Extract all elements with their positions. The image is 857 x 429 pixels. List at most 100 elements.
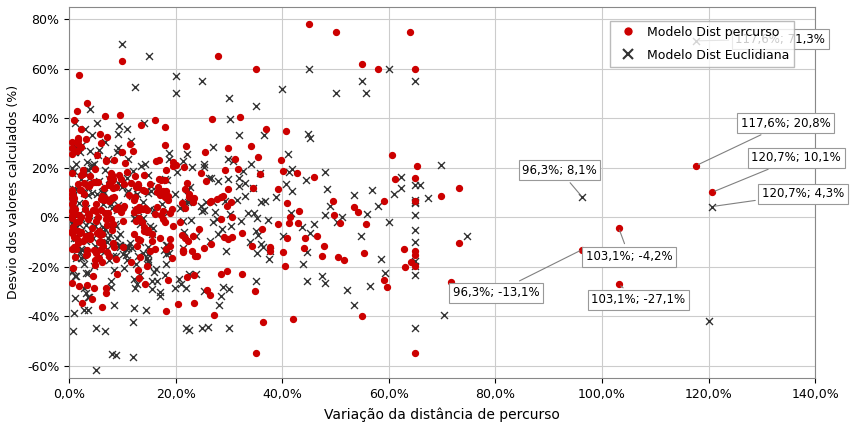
Modelo Dist Euclidiana bbox=[257, 132, 271, 139]
Modelo Dist percurso bbox=[65, 280, 79, 287]
Modelo Dist percurso bbox=[112, 172, 126, 178]
Modelo Dist percurso bbox=[310, 233, 324, 239]
Modelo Dist percurso bbox=[65, 201, 79, 208]
Modelo Dist Euclidiana bbox=[409, 272, 423, 279]
Modelo Dist percurso bbox=[79, 232, 93, 239]
Modelo Dist Euclidiana bbox=[138, 161, 152, 168]
Modelo Dist Euclidiana bbox=[168, 284, 182, 291]
Modelo Dist percurso bbox=[357, 249, 371, 256]
Modelo Dist percurso bbox=[188, 272, 201, 278]
Modelo Dist percurso bbox=[93, 227, 106, 234]
Modelo Dist Euclidiana bbox=[119, 246, 133, 253]
Modelo Dist percurso bbox=[452, 184, 465, 191]
Modelo Dist Euclidiana bbox=[87, 235, 100, 242]
Modelo Dist Euclidiana bbox=[117, 250, 130, 257]
Modelo Dist Euclidiana bbox=[328, 90, 342, 97]
Modelo Dist percurso bbox=[351, 208, 365, 215]
Modelo Dist Euclidiana bbox=[121, 189, 135, 196]
Modelo Dist Euclidiana bbox=[702, 317, 716, 324]
Modelo Dist Euclidiana bbox=[159, 260, 172, 267]
Modelo Dist percurso bbox=[67, 117, 81, 124]
Modelo Dist percurso bbox=[161, 193, 175, 199]
Modelo Dist Euclidiana bbox=[236, 167, 249, 174]
Modelo Dist percurso bbox=[356, 60, 369, 67]
Modelo Dist percurso bbox=[95, 303, 109, 310]
Modelo Dist Euclidiana bbox=[215, 225, 229, 232]
Text: 120,7%; 4,3%: 120,7%; 4,3% bbox=[715, 187, 844, 206]
Modelo Dist Euclidiana bbox=[144, 187, 158, 194]
Modelo Dist Euclidiana bbox=[105, 278, 118, 285]
Modelo Dist percurso bbox=[148, 116, 162, 123]
Modelo Dist percurso bbox=[116, 148, 129, 155]
Modelo Dist Euclidiana bbox=[84, 164, 98, 171]
Modelo Dist percurso bbox=[72, 72, 86, 79]
Modelo Dist Euclidiana bbox=[133, 272, 147, 279]
Modelo Dist Euclidiana bbox=[177, 217, 190, 224]
Modelo Dist percurso bbox=[225, 233, 239, 240]
Modelo Dist percurso bbox=[81, 211, 94, 218]
Modelo Dist percurso bbox=[228, 155, 242, 162]
Modelo Dist Euclidiana bbox=[238, 192, 252, 199]
Modelo Dist Euclidiana bbox=[347, 192, 361, 199]
Modelo Dist Euclidiana bbox=[79, 204, 93, 211]
Modelo Dist percurso bbox=[388, 175, 402, 182]
Modelo Dist percurso bbox=[188, 194, 201, 201]
Modelo Dist Euclidiana bbox=[575, 193, 589, 200]
Modelo Dist percurso bbox=[102, 181, 116, 188]
Modelo Dist percurso bbox=[69, 236, 83, 242]
Modelo Dist Euclidiana bbox=[105, 201, 118, 208]
Modelo Dist Euclidiana bbox=[104, 284, 117, 290]
Modelo Dist percurso bbox=[219, 166, 232, 173]
Modelo Dist Euclidiana bbox=[145, 182, 159, 189]
Modelo Dist Euclidiana bbox=[307, 220, 321, 227]
Modelo Dist percurso bbox=[74, 230, 87, 236]
Modelo Dist Euclidiana bbox=[69, 246, 83, 253]
Modelo Dist Euclidiana bbox=[121, 155, 135, 162]
Modelo Dist percurso bbox=[123, 180, 137, 187]
Modelo Dist percurso bbox=[409, 252, 423, 259]
Modelo Dist Euclidiana bbox=[378, 269, 392, 276]
Modelo Dist Euclidiana bbox=[128, 83, 141, 90]
Modelo Dist percurso bbox=[68, 205, 81, 212]
Modelo Dist Euclidiana bbox=[67, 327, 81, 334]
Modelo Dist Euclidiana bbox=[262, 256, 276, 263]
Modelo Dist percurso bbox=[186, 233, 200, 239]
Modelo Dist percurso bbox=[134, 236, 147, 243]
Modelo Dist Euclidiana bbox=[261, 217, 275, 224]
Modelo Dist percurso bbox=[88, 207, 102, 214]
Modelo Dist percurso bbox=[72, 283, 86, 290]
Modelo Dist percurso bbox=[75, 299, 89, 306]
Text: 96,3%; -13,1%: 96,3%; -13,1% bbox=[452, 251, 580, 299]
Modelo Dist Euclidiana bbox=[81, 306, 95, 313]
Modelo Dist percurso bbox=[347, 203, 361, 210]
Modelo Dist percurso bbox=[99, 215, 113, 222]
Modelo Dist Euclidiana bbox=[77, 168, 91, 175]
Modelo Dist Euclidiana bbox=[300, 278, 314, 285]
Modelo Dist Euclidiana bbox=[134, 163, 147, 170]
Modelo Dist Euclidiana bbox=[409, 78, 423, 85]
Modelo Dist Euclidiana bbox=[162, 156, 176, 163]
Modelo Dist percurso bbox=[214, 194, 228, 201]
Modelo Dist percurso bbox=[96, 238, 110, 245]
Modelo Dist percurso bbox=[279, 127, 293, 134]
Modelo Dist Euclidiana bbox=[81, 175, 95, 181]
Modelo Dist percurso bbox=[221, 185, 235, 192]
Modelo Dist percurso bbox=[220, 268, 234, 275]
Modelo Dist Euclidiana bbox=[409, 239, 423, 245]
Modelo Dist Euclidiana bbox=[210, 215, 224, 222]
Modelo Dist percurso bbox=[157, 188, 171, 195]
Modelo Dist percurso bbox=[166, 223, 180, 230]
Modelo Dist percurso bbox=[315, 252, 329, 259]
Modelo Dist Euclidiana bbox=[231, 132, 245, 139]
Modelo Dist Euclidiana bbox=[161, 209, 175, 216]
Modelo Dist percurso bbox=[88, 166, 102, 172]
Modelo Dist percurso bbox=[145, 238, 159, 245]
Modelo Dist Euclidiana bbox=[409, 181, 423, 188]
Modelo Dist Euclidiana bbox=[219, 197, 232, 204]
Modelo Dist percurso bbox=[65, 144, 79, 151]
Modelo Dist percurso bbox=[71, 181, 85, 188]
Modelo Dist Euclidiana bbox=[65, 269, 79, 276]
Modelo Dist percurso bbox=[411, 163, 424, 169]
Modelo Dist Euclidiana bbox=[75, 245, 88, 252]
Modelo Dist percurso bbox=[132, 275, 146, 281]
